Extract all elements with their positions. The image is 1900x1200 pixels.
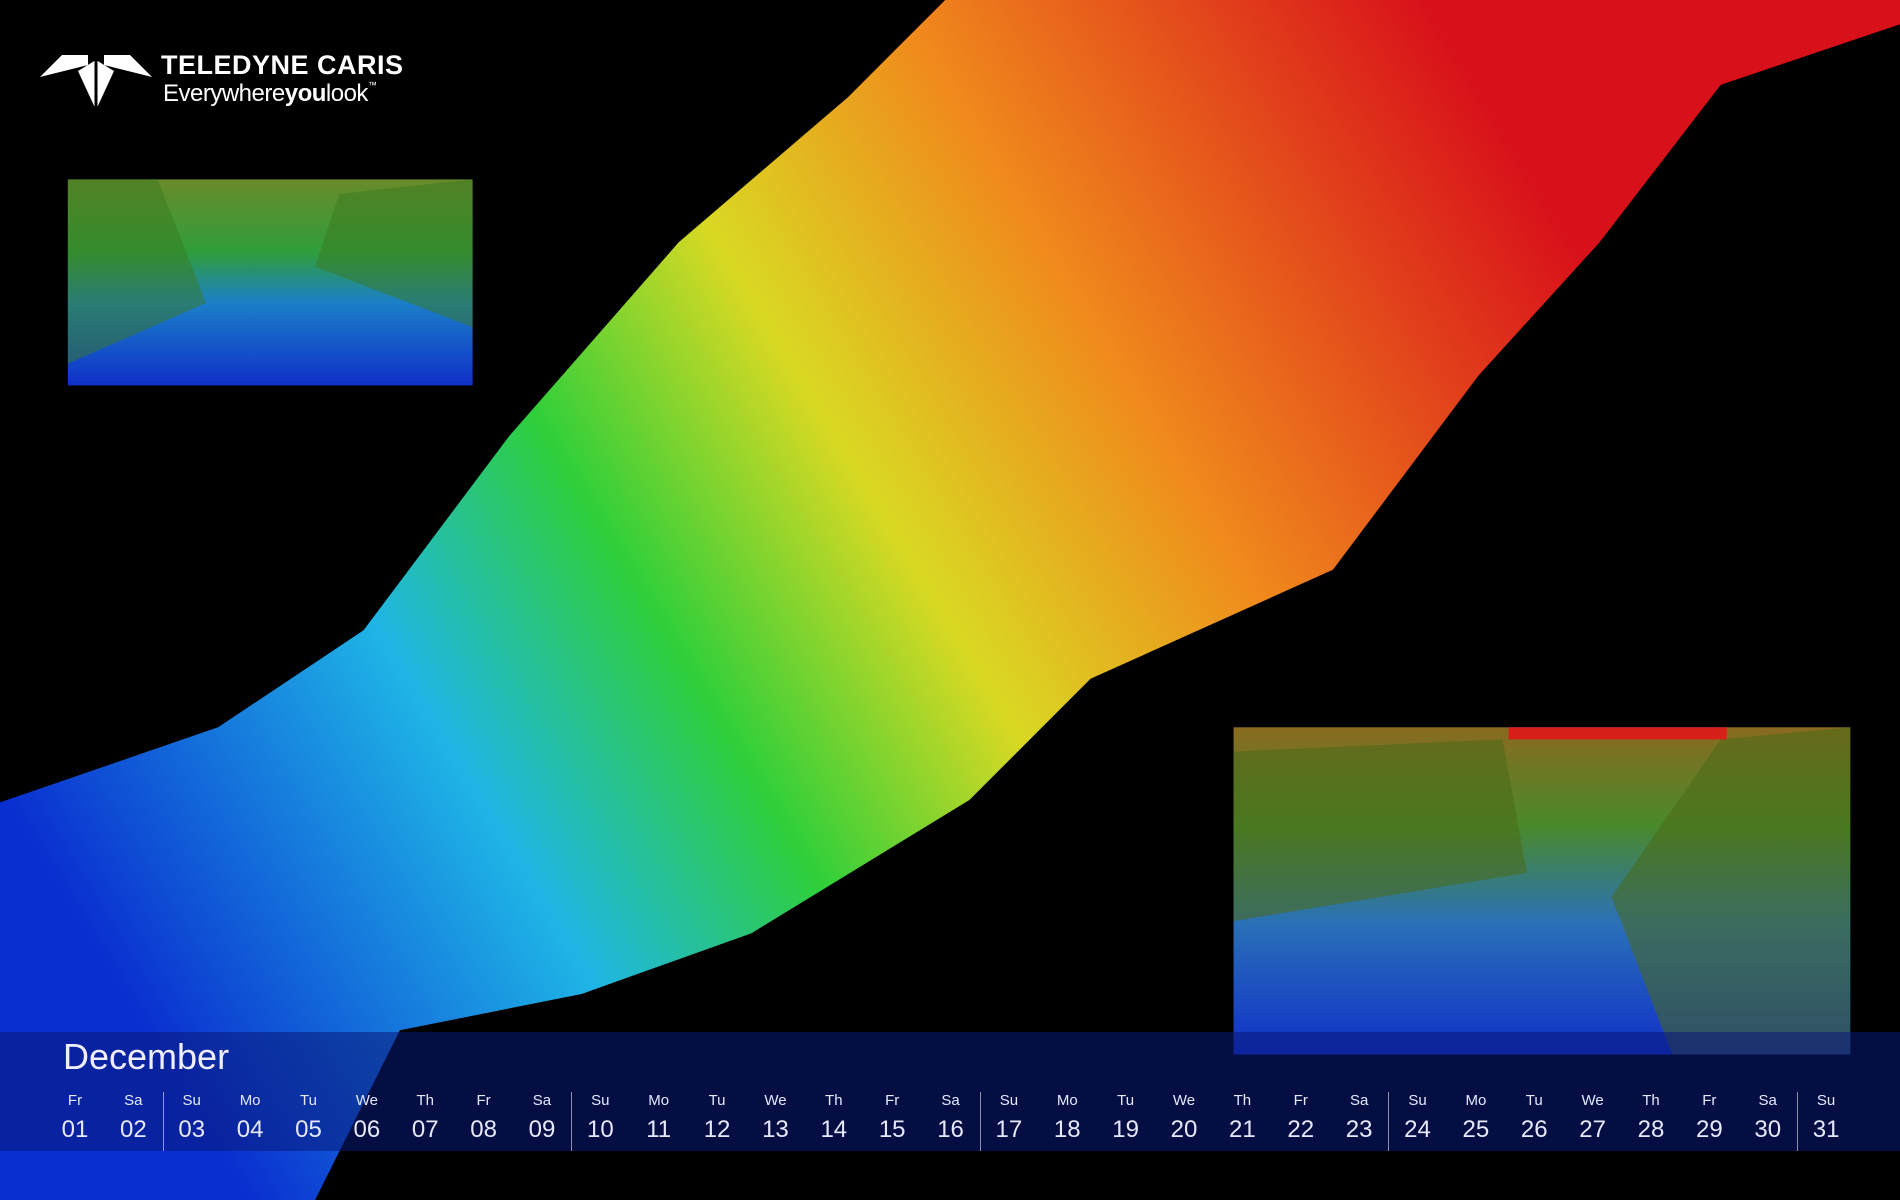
day-number: 17 — [995, 1116, 1023, 1143]
weekday: Fr — [1702, 1092, 1717, 1109]
weekday: Fr — [476, 1092, 491, 1109]
weekday: We — [355, 1092, 378, 1109]
day-number: 25 — [1462, 1116, 1490, 1143]
week-separator — [571, 1092, 572, 1151]
logo-name: TELEDYNE CARIS — [161, 50, 404, 80]
weekday: Tu — [299, 1092, 317, 1109]
day-number: 01 — [61, 1116, 89, 1143]
day-number: 02 — [120, 1116, 147, 1143]
weekday: Sa — [532, 1092, 552, 1109]
week-separator — [163, 1092, 164, 1151]
day-number: 15 — [878, 1116, 906, 1143]
day-number: 03 — [178, 1116, 206, 1143]
week-separator — [980, 1092, 981, 1151]
weekday: We — [1172, 1092, 1196, 1109]
weekday: Su — [999, 1092, 1019, 1109]
day-number: 19 — [1112, 1116, 1139, 1143]
weekday: We — [1581, 1092, 1604, 1109]
calendar-bar: December Fr 01 Sa 02 Su 03 Mo 04 Tu 05 We 06 Th 07 Fr 0… — [0, 1032, 1900, 1151]
weekday: Sa — [124, 1092, 143, 1109]
weekday: Tu — [708, 1092, 726, 1109]
weekday: Th — [416, 1092, 434, 1109]
day-number: 12 — [703, 1116, 731, 1143]
day-number: 30 — [1754, 1116, 1782, 1143]
day-number: 10 — [586, 1116, 614, 1143]
day-number: 16 — [937, 1116, 964, 1143]
day-number: 26 — [1520, 1116, 1548, 1143]
day-number: 14 — [820, 1116, 848, 1143]
day-number: 27 — [1579, 1116, 1606, 1143]
weekday: Tu — [1525, 1092, 1543, 1109]
day-number: 04 — [236, 1116, 264, 1143]
tagline-post: look — [325, 80, 369, 107]
weekday: Sa — [941, 1092, 960, 1109]
weekday: Mo — [239, 1092, 261, 1109]
logo-tagline: Everywhereyoulook™ — [163, 80, 377, 108]
day-number: 28 — [1637, 1116, 1665, 1143]
weekday: Su — [182, 1092, 201, 1109]
weekday: Su — [591, 1092, 610, 1109]
day-number: 20 — [1170, 1116, 1198, 1143]
week-separator — [1797, 1092, 1798, 1151]
weekday: Fr — [885, 1092, 900, 1109]
weekday: Mo — [1056, 1092, 1078, 1109]
weekday: Sa — [1349, 1092, 1369, 1109]
weekday: Th — [1642, 1092, 1660, 1109]
week-separator — [1388, 1092, 1389, 1151]
weekday: We — [764, 1092, 787, 1109]
weekday: Tu — [1117, 1092, 1135, 1109]
day-number: 29 — [1696, 1116, 1723, 1143]
weekday: Th — [1233, 1092, 1252, 1109]
weekday: Fr — [67, 1092, 83, 1109]
weekday: Su — [1408, 1092, 1427, 1109]
trademark: ™ — [367, 80, 377, 90]
day-number: 06 — [353, 1116, 381, 1143]
day-number: 11 — [646, 1116, 672, 1143]
weekday: Sa — [1758, 1092, 1777, 1109]
day-number: 24 — [1404, 1116, 1431, 1143]
weekday: Su — [1816, 1092, 1836, 1109]
day-number: 13 — [762, 1116, 789, 1143]
logo-icon — [40, 55, 152, 110]
weekday: Mo — [648, 1092, 670, 1109]
weekday: Mo — [1465, 1092, 1487, 1109]
day-number: 09 — [528, 1116, 556, 1143]
month-title: December — [63, 1036, 230, 1077]
tagline-pre: Everywhere — [163, 80, 285, 107]
day-number: 31 — [1812, 1116, 1840, 1143]
day-number: 23 — [1345, 1116, 1373, 1143]
day-number: 08 — [470, 1116, 497, 1143]
day-number: 22 — [1287, 1116, 1315, 1143]
day-number: 07 — [411, 1116, 439, 1143]
day-number: 21 — [1229, 1116, 1256, 1143]
tagline-bold: you — [284, 80, 327, 107]
weekday: Fr — [1293, 1092, 1308, 1109]
day-number: 18 — [1053, 1116, 1081, 1143]
weekday: Th — [825, 1092, 843, 1109]
day-number: 05 — [295, 1116, 322, 1143]
